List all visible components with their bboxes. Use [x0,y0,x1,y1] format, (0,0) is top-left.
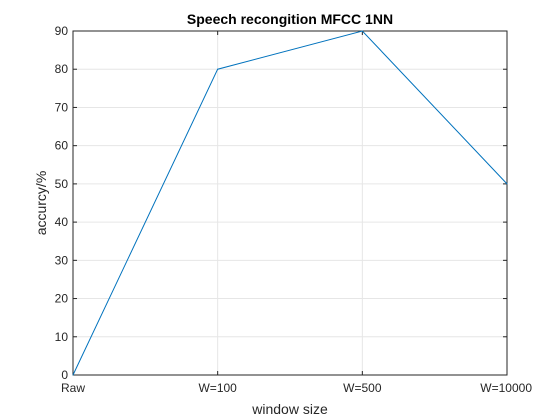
data-point [361,30,363,32]
plot-box [72,30,508,376]
tick-labels: 0 10 20 30 40 50 60 70 80 90 Raw W=100 W=500 W=10000 [55,24,533,395]
x-tick-label: Raw [61,381,85,395]
y-axis-label: accurcy/% [33,171,49,236]
x-tick-label: W=10000 [480,381,532,395]
y-tick-label: 60 [55,139,69,153]
data-point [506,183,508,185]
y-tick-label: 20 [55,292,69,306]
x-tick-label: W=500 [343,381,382,395]
x-tick-label: W=100 [198,381,237,395]
data-series [72,30,508,376]
x-axis-label: window size [251,401,328,417]
y-tick-label: 90 [55,24,69,38]
y-tick-label: 40 [55,215,69,229]
y-tick-label: 50 [55,177,69,191]
series-line [72,30,508,376]
y-tick-label: 70 [55,100,69,114]
chart-title: Speech recongition MFCC 1NN [187,11,393,27]
y-tick-label: 80 [55,62,69,76]
axes [72,30,508,376]
data-point [72,374,74,376]
y-tick-label: 30 [55,253,69,267]
y-tick-label: 10 [55,330,69,344]
y-tick-label: 0 [61,368,68,382]
data-point [217,68,219,70]
